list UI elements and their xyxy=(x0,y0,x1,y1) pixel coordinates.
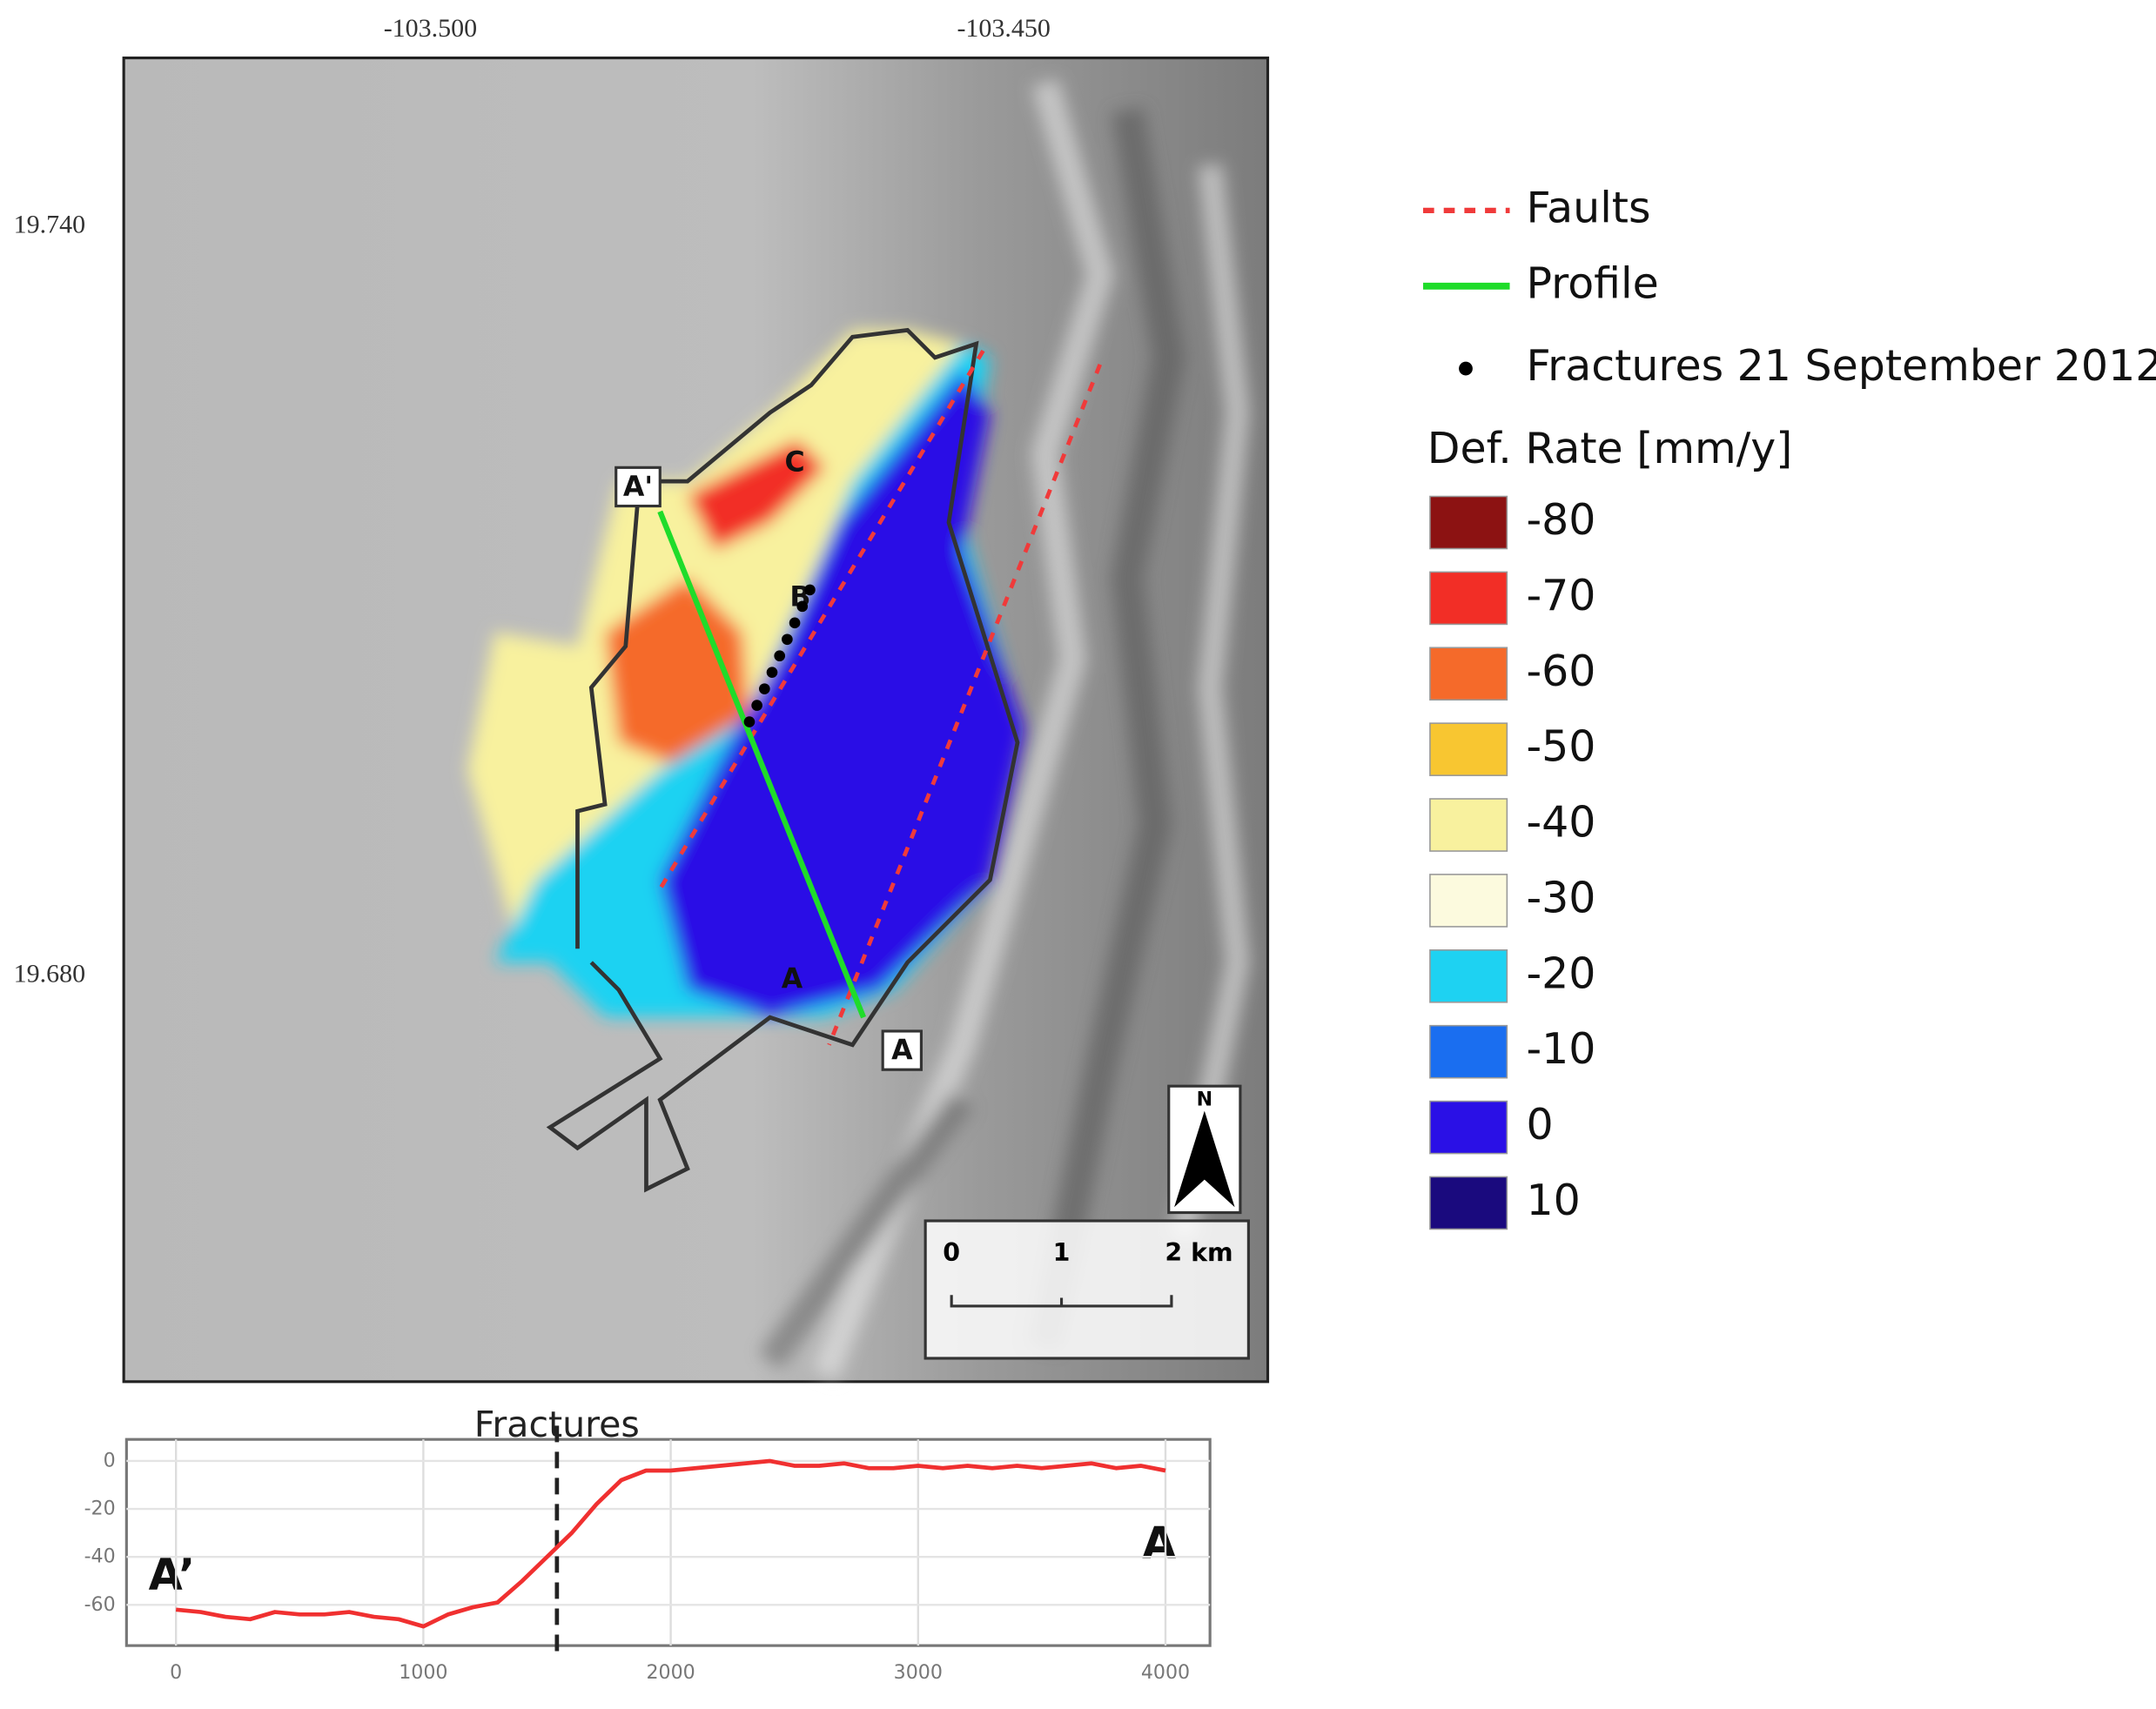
north-label: N xyxy=(1197,1088,1213,1110)
fracture-point xyxy=(804,584,816,596)
profile-chart: Fractures A’ A 0 1000 2000 3000 40000-20-40-… xyxy=(84,1404,1212,1684)
fracture-point xyxy=(796,600,809,613)
legend-class-label: 0 xyxy=(1526,1100,1553,1149)
x-tick-label: 0 xyxy=(170,1661,182,1684)
fracture-point xyxy=(751,700,762,711)
fracture-point xyxy=(743,716,756,727)
legend-swatch xyxy=(1429,495,1508,550)
legend-swatch xyxy=(1429,647,1508,701)
end-label: A xyxy=(1142,1518,1176,1569)
x-tick-label: 2000 xyxy=(646,1661,695,1684)
y-tick-label: -40 xyxy=(84,1545,116,1568)
city-boundary xyxy=(546,327,1020,1193)
profile-line xyxy=(657,510,866,1019)
fracture-point xyxy=(774,650,786,662)
legend-swatch xyxy=(1429,722,1508,776)
x-tick-label: 4000 xyxy=(1141,1661,1190,1684)
legend-swatch xyxy=(1429,798,1508,852)
legend-swatch xyxy=(1429,874,1508,928)
profile-start-label: A' xyxy=(623,472,653,503)
legend-label: Profile xyxy=(1526,258,1658,308)
legend-class-label: -10 xyxy=(1526,1024,1595,1074)
hillshade xyxy=(758,78,1251,1380)
legend-swatch xyxy=(1429,1100,1508,1155)
legend-class-label: -60 xyxy=(1526,647,1595,696)
legend-class-label: -20 xyxy=(1526,948,1595,998)
label-box xyxy=(615,466,662,508)
y-tick-label: -60 xyxy=(84,1593,116,1616)
scale-label: 1 xyxy=(1053,1238,1071,1267)
legend-class-label: -70 xyxy=(1526,571,1595,620)
point-label: A xyxy=(782,964,803,995)
legend-fracture-symbol xyxy=(1459,361,1473,376)
legend-class-label: -30 xyxy=(1526,873,1595,922)
lat-label: 19.740 xyxy=(14,211,85,239)
x-tick-label: 3000 xyxy=(894,1661,943,1684)
fracture-point xyxy=(789,617,801,629)
fractures xyxy=(743,584,816,727)
legend-class-label: -50 xyxy=(1526,722,1595,772)
fault xyxy=(827,363,1102,1046)
y-tick-label: 0 xyxy=(104,1449,116,1471)
profile-line xyxy=(175,1458,1166,1629)
plot-frame xyxy=(124,1438,1212,1647)
legend: Faults Profile Fractures 21 September 20… xyxy=(1423,183,2156,1230)
legend-swatch xyxy=(1429,1024,1508,1079)
profile-end-label: A xyxy=(891,1035,913,1067)
y-tick-label: -20 xyxy=(84,1498,116,1520)
legend-label: Faults xyxy=(1526,183,1650,232)
legend-swatch xyxy=(1429,1176,1508,1230)
fracture-point xyxy=(766,667,778,679)
x-tick-label: 1000 xyxy=(399,1661,447,1684)
point-label: C xyxy=(784,447,804,479)
lat-label: 19.680 xyxy=(14,960,85,989)
lon-label: -103.450 xyxy=(957,14,1051,43)
label-box xyxy=(881,1029,923,1071)
legend-class-label: 10 xyxy=(1526,1176,1580,1225)
fracture-point xyxy=(782,633,793,646)
north-arrow xyxy=(1174,1110,1235,1208)
fault xyxy=(655,349,985,895)
scale-bar-box xyxy=(924,1219,1250,1360)
legend-swatch xyxy=(1429,949,1508,1003)
fracture-point xyxy=(759,683,770,694)
scale-label: 2 km xyxy=(1165,1238,1232,1267)
lon-label: -103.500 xyxy=(384,14,477,43)
legend-label: Fractures 21 September 2012 xyxy=(1526,341,2156,391)
map-labels: -103.500 -103.450 19.740 19.680 A' A B C… xyxy=(14,14,1250,1360)
legend-swatch xyxy=(1429,571,1508,626)
legend-class-label: -40 xyxy=(1526,798,1595,848)
scale-label: 0 xyxy=(943,1238,960,1267)
map xyxy=(122,56,1270,1384)
legend-title: Def. Rate [mm/y] xyxy=(1427,424,1793,473)
legend-class-label: -80 xyxy=(1526,495,1595,545)
